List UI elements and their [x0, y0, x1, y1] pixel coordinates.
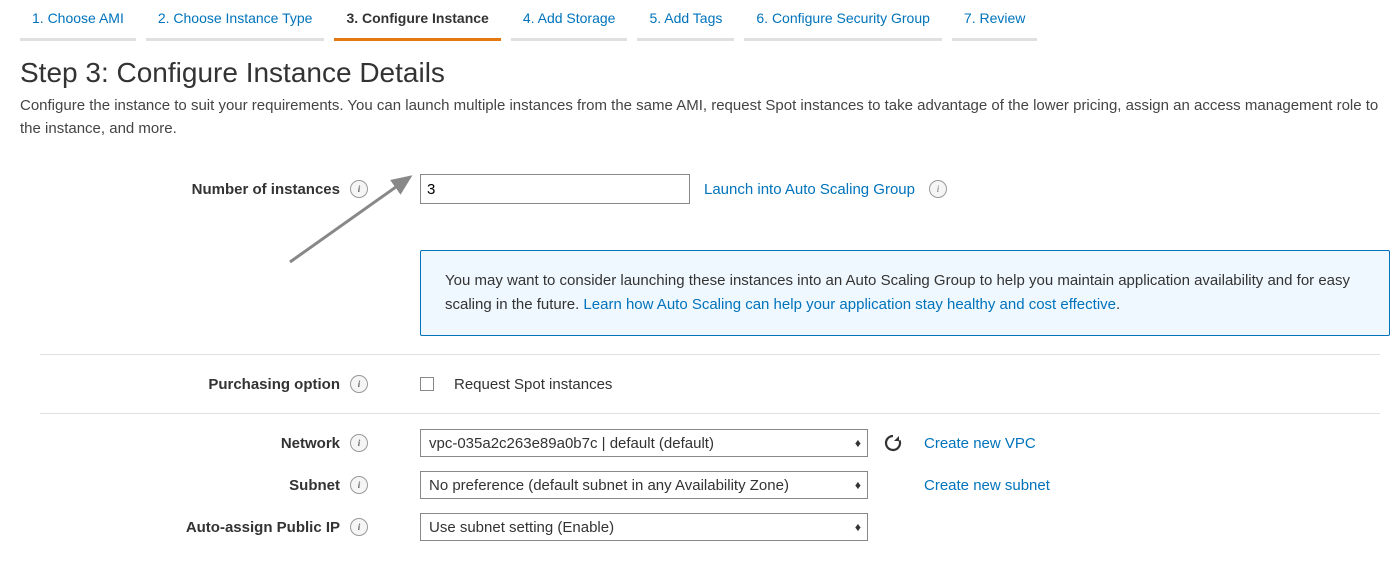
- asg-learn-link[interactable]: Learn how Auto Scaling can help your app…: [583, 296, 1116, 313]
- subnet-select[interactable]: No preference (default subnet in any Ava…: [420, 471, 868, 499]
- launch-asg-link[interactable]: Launch into Auto Scaling Group: [704, 181, 915, 198]
- chevron-down-icon: ♦: [855, 436, 861, 450]
- svg-text:i: i: [937, 184, 940, 194]
- public-ip-label: Auto-assign Public IP: [186, 519, 340, 536]
- svg-text:i: i: [358, 480, 361, 490]
- info-icon[interactable]: i: [350, 434, 368, 452]
- refresh-icon[interactable]: [882, 432, 904, 454]
- info-icon[interactable]: i: [350, 375, 368, 393]
- spot-label: Request Spot instances: [454, 376, 612, 393]
- svg-text:i: i: [358, 184, 361, 194]
- info-icon[interactable]: i: [350, 180, 368, 198]
- create-subnet-link[interactable]: Create new subnet: [924, 477, 1050, 494]
- divider: [40, 413, 1380, 414]
- spot-checkbox[interactable]: [420, 377, 434, 391]
- subnet-row: Subnet i No preference (default subnet i…: [40, 464, 1380, 506]
- wizard-tabs: 1. Choose AMI2. Choose Instance Type3. C…: [0, 0, 1400, 41]
- instances-input[interactable]: [420, 174, 690, 204]
- svg-text:i: i: [358, 438, 361, 448]
- network-select[interactable]: vpc-035a2c263e89a0b7c | default (default…: [420, 429, 868, 457]
- info-icon[interactable]: i: [350, 518, 368, 536]
- svg-text:i: i: [358, 379, 361, 389]
- create-vpc-link[interactable]: Create new VPC: [924, 435, 1036, 452]
- info-icon[interactable]: i: [929, 180, 947, 198]
- wizard-tab-0[interactable]: 1. Choose AMI: [20, 0, 136, 41]
- network-row: Network i vpc-035a2c263e89a0b7c | defaul…: [40, 422, 1380, 464]
- network-value: vpc-035a2c263e89a0b7c | default (default…: [429, 435, 714, 452]
- svg-text:i: i: [358, 522, 361, 532]
- wizard-tab-2[interactable]: 3. Configure Instance: [334, 0, 500, 41]
- network-label: Network: [281, 435, 340, 452]
- wizard-tab-1[interactable]: 2. Choose Instance Type: [146, 0, 325, 41]
- subnet-value: No preference (default subnet in any Ava…: [429, 477, 789, 494]
- form-area: Number of instances i Launch into Auto S…: [20, 168, 1380, 548]
- wizard-tab-5[interactable]: 6. Configure Security Group: [744, 0, 942, 41]
- infobox-suffix: .: [1116, 296, 1120, 313]
- public-ip-select[interactable]: Use subnet setting (Enable) ♦: [420, 513, 868, 541]
- divider: [40, 354, 1380, 355]
- wizard-tab-4[interactable]: 5. Add Tags: [637, 0, 734, 41]
- public-ip-value: Use subnet setting (Enable): [429, 519, 614, 536]
- purchasing-row: Purchasing option i Request Spot instanc…: [40, 363, 1380, 405]
- asg-info-box: You may want to consider launching these…: [420, 250, 1390, 336]
- subnet-label: Subnet: [289, 477, 340, 494]
- page-description: Configure the instance to suit your requ…: [20, 95, 1380, 140]
- page-title: Step 3: Configure Instance Details: [20, 57, 1380, 89]
- chevron-down-icon: ♦: [855, 478, 861, 492]
- wizard-tab-3[interactable]: 4. Add Storage: [511, 0, 628, 41]
- public-ip-row: Auto-assign Public IP i Use subnet setti…: [40, 506, 1380, 548]
- purchasing-label: Purchasing option: [208, 376, 340, 393]
- wizard-tab-6[interactable]: 7. Review: [952, 0, 1037, 41]
- instances-label: Number of instances: [192, 181, 340, 198]
- info-icon[interactable]: i: [350, 476, 368, 494]
- instances-row: Number of instances i Launch into Auto S…: [40, 168, 1380, 210]
- chevron-down-icon: ♦: [855, 520, 861, 534]
- content-area: Step 3: Configure Instance Details Confi…: [0, 41, 1400, 564]
